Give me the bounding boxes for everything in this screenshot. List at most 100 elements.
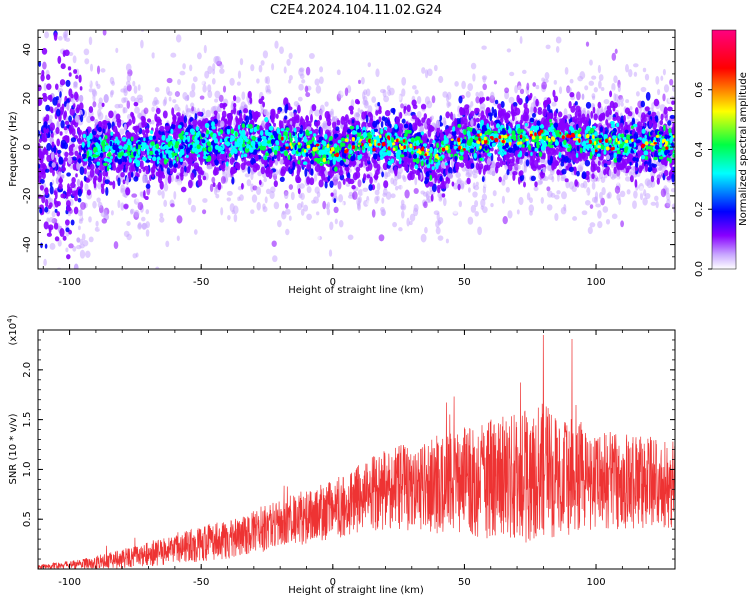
spectrogram-cell [665,187,670,195]
spectrogram-cell [267,84,271,93]
spectrogram-cell [591,75,597,80]
spectrogram-cell [92,200,97,209]
spectrogram-cell [343,209,347,215]
spectrogram-cell [66,254,71,260]
spectrogram-cell [619,97,624,103]
spectrogram-cell [576,170,580,177]
spectrogram-cell [78,219,83,224]
spectrogram-cell [640,86,647,93]
spectrogram-cell [481,176,485,183]
spectrogram-cell [77,225,81,231]
spectrogram-cell [355,112,360,118]
spectrogram-cell [175,181,182,188]
spectrogram-cell [292,161,296,171]
spectrogram-cell [202,198,208,203]
spectrogram-cell [219,63,224,69]
spectrogram-cell [157,189,162,196]
spectrogram-cell [558,86,563,95]
spectrogram-cell [543,99,550,105]
spectrogram-cell [555,147,559,155]
spectrogram-cell [58,171,62,177]
spectrogram-cell [644,106,650,112]
spectrogram-cell [256,201,261,211]
spectrogram-cell [519,170,524,176]
spectrogram-cell [357,107,361,113]
spectrogram-cell [288,79,292,84]
spectrogram-cell [455,172,461,178]
spectrogram-cell [258,84,264,91]
spectrogram-cell [234,96,241,103]
spectrogram-cell [502,215,508,225]
spectrogram-cell [626,189,631,195]
spectrogram-cell [449,111,454,120]
spectrogram-cell [49,274,52,281]
spectrogram-cell [68,72,72,77]
spectrogram-cell [414,176,418,186]
spectrogram-cell [614,48,618,54]
spectrogram-cell [219,68,225,74]
spectrogram-cell [618,197,622,206]
spectrogram-cell [151,52,155,59]
spectrogram-cell [445,93,449,102]
spectrogram-cell [123,203,129,209]
spectrogram-cell [163,199,168,207]
spectrogram-cell [78,74,82,83]
spectrogram-cell [380,120,384,128]
spectrogram-cell [59,79,66,86]
spectrogram-cell [535,84,540,90]
spectrogram-cell [173,191,177,200]
spectrogram-cell [634,179,638,188]
spectrogram-cell [460,182,465,190]
spectrogram-cell [632,200,637,209]
spectrogram-cell [606,122,610,130]
spectrogram-cell [95,220,99,227]
spectrogram-cell [38,84,42,92]
spectrogram-cell [68,124,74,134]
spectrogram-cell [85,250,91,258]
spectrogram-cell [658,166,663,171]
spectrogram-cell [642,67,647,73]
spectrogram-cell [481,45,487,50]
spectrogram-cell [77,188,82,197]
spectrogram-cell [416,96,422,104]
spectrogram-cell [290,191,295,201]
spectrogram-cell [329,110,334,116]
spectrogram-cell [132,80,136,87]
spectrogram-cell [97,201,103,209]
spectrogram-cell [168,96,172,102]
spectrogram-cell [38,138,42,143]
spectrogram-cell [267,108,272,113]
spectrogram-cell [374,189,380,196]
spectrogram-cell [605,154,611,161]
spectrogram-cell [365,166,370,172]
spectrogram-cell [331,116,336,123]
spectrogram-cell [229,203,235,213]
spectrogram-cell [329,221,334,231]
spectrogram-cell [600,86,605,92]
spectrogram-cell [250,209,255,215]
spectrogram-cell [67,66,72,71]
spectrogram-cell [49,242,56,250]
spectrogram-cell [451,181,455,187]
spectrogram-cell [620,102,624,107]
spectrogram-cell [412,85,417,90]
spectrogram-cell [355,170,361,179]
spectrogram-cell [328,249,333,257]
spectrogram-cell [236,81,241,86]
spectrogram-cell [241,91,246,101]
spectrogram-cell [136,191,141,197]
spectrogram-cell [627,111,633,117]
spectrogram-cell [560,176,566,182]
spectrogram-cell [251,194,258,203]
spectrogram-cell [495,161,501,169]
spectrogram-cell [625,63,629,73]
spectrogram-cell [333,206,339,214]
spectrogram-cell [123,230,130,237]
spectrogram-cell [273,180,278,188]
spectrogram-cell [63,156,69,162]
spectrogram-cell [579,118,583,125]
spectrogram-cell [172,99,177,104]
spectrogram-cell [454,81,459,87]
spectrogram-cell [167,174,172,184]
spectrogram-cell [611,213,618,220]
